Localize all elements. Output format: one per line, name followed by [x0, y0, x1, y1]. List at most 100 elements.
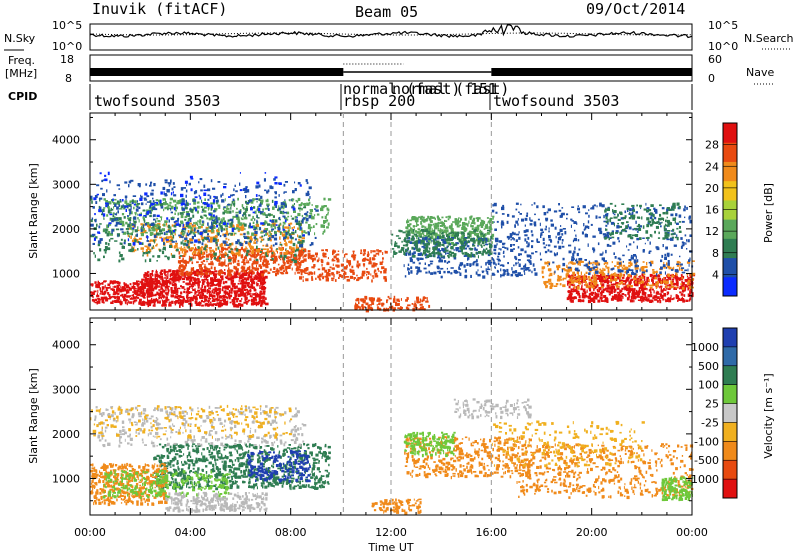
data-cell: [262, 263, 266, 267]
data-cell: [137, 293, 141, 296]
data-cell: [429, 231, 433, 234]
data-cell: [242, 188, 246, 191]
data-cell: [165, 239, 169, 243]
data-cell: [318, 277, 321, 280]
data-cell: [246, 202, 250, 204]
data-cell: [180, 285, 182, 288]
data-cell: [445, 216, 447, 218]
data-cell: [169, 277, 172, 281]
data-cell: [301, 237, 305, 240]
data-cell: [126, 232, 130, 234]
data-cell: [327, 198, 332, 201]
data-cell: [111, 219, 114, 223]
data-cell: [192, 232, 196, 235]
data-cell: [269, 237, 271, 240]
data-cell: [259, 203, 262, 207]
data-cell: [231, 227, 235, 230]
data-cell: [601, 300, 604, 302]
data-cell: [200, 250, 202, 254]
data-cell: [213, 291, 216, 294]
data-cell: [678, 297, 681, 301]
data-cell: [106, 286, 110, 289]
data-cell: [233, 271, 236, 274]
data-cell: [264, 172, 267, 174]
data-cell: [180, 264, 184, 268]
data-cell: [171, 187, 174, 191]
data-cell: [254, 210, 257, 214]
data-cell: [424, 226, 427, 229]
data-cell: [660, 287, 662, 290]
data-cell: [301, 260, 305, 263]
data-cell: [156, 227, 159, 230]
data-cell: [168, 269, 172, 273]
data-cell: [222, 300, 225, 303]
data-cell: [129, 297, 133, 300]
data-cell: [296, 267, 300, 270]
data-cell: [407, 233, 411, 236]
data-cell: [332, 249, 335, 252]
data-cell: [105, 287, 108, 291]
data-cell: [199, 264, 202, 268]
data-cell: [211, 227, 214, 230]
data-cell: [427, 231, 431, 234]
data-cell: [423, 249, 425, 252]
data-cell: [229, 269, 233, 273]
data-cell: [332, 263, 334, 266]
data-cell: [376, 249, 378, 252]
data-cell: [443, 255, 445, 258]
data-cell: [279, 243, 283, 246]
data-cell: [401, 240, 403, 243]
data-cell: [175, 240, 177, 243]
data-cell: [478, 217, 481, 220]
data-cell: [165, 233, 168, 236]
data-cell: [250, 270, 254, 273]
data-cell: [178, 201, 182, 204]
nave-tick-top: 60: [708, 53, 722, 66]
data-cell: [132, 195, 137, 197]
data-cell: [398, 237, 401, 240]
data-cell: [213, 303, 217, 305]
data-cell: [256, 276, 260, 278]
data-cell: [630, 275, 632, 278]
data-cell: [297, 197, 301, 201]
data-cell: [527, 236, 530, 240]
data-cell: [636, 277, 638, 281]
data-cell: [433, 238, 436, 242]
data-cell: [286, 211, 290, 215]
data-cell: [404, 253, 406, 256]
data-cell: [338, 274, 342, 278]
data-cell: [245, 205, 248, 209]
data-cell: [245, 253, 249, 257]
data-cell: [153, 233, 158, 236]
data-cell: [262, 259, 267, 263]
data-cell: [222, 286, 226, 289]
data-cell: [140, 302, 144, 306]
data-cell: [458, 217, 460, 219]
data-cell: [205, 258, 209, 260]
data-cell: [596, 293, 600, 296]
data-cell: [310, 209, 313, 212]
data-cell: [691, 278, 694, 281]
data-cell: [107, 224, 110, 227]
data-cell: [675, 294, 678, 297]
data-cell: [464, 274, 467, 279]
data-cell: [266, 243, 268, 247]
data-cell: [639, 275, 641, 279]
data-cell: [254, 218, 256, 221]
data-cell: [414, 230, 417, 233]
data-cell: [648, 297, 650, 300]
data-cell: [161, 277, 164, 280]
data-cell: [450, 272, 453, 275]
data-cell: [216, 199, 219, 203]
data-cell: [266, 260, 269, 263]
data-cell: [467, 232, 470, 236]
data-cell: [273, 253, 275, 256]
data-cell: [163, 303, 167, 307]
data-cell: [258, 294, 262, 296]
data-cell: [246, 284, 250, 287]
data-cell: [302, 276, 304, 279]
data-cell: [434, 226, 438, 230]
data-cell: [182, 265, 186, 269]
data-cell: [296, 258, 299, 261]
data-cell: [179, 302, 183, 306]
